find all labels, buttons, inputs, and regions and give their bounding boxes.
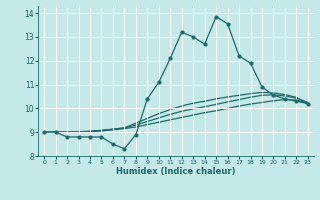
X-axis label: Humidex (Indice chaleur): Humidex (Indice chaleur) [116,167,236,176]
